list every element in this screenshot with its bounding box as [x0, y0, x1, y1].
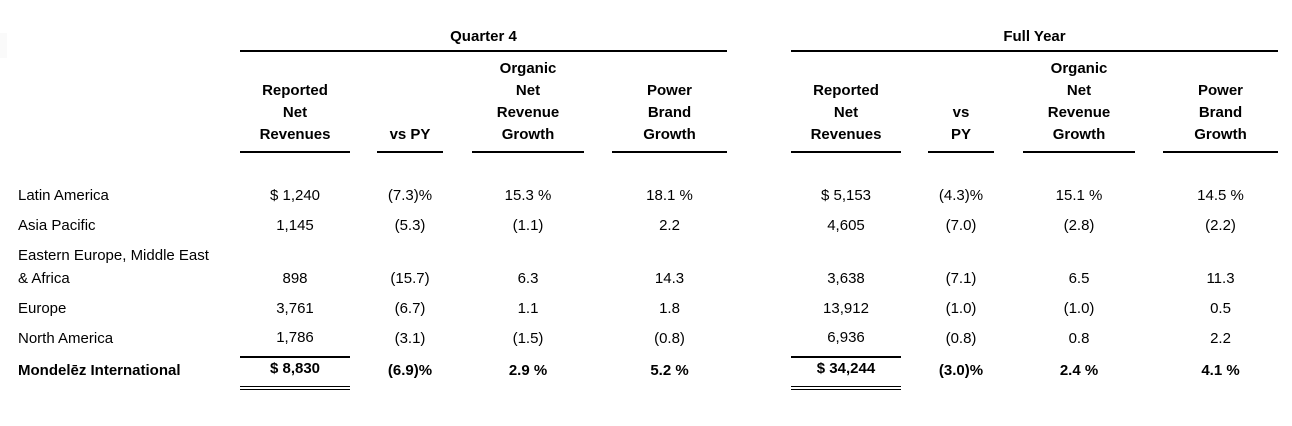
q4-reported-net-revenues-value: $ 1,240 — [269, 187, 321, 204]
fy-organic-growth-value: 15.1 % — [1055, 187, 1103, 204]
fy-power-brand-growth-value: 2.2 — [1210, 330, 1231, 347]
q4-total-vs-py: (6.9)% — [387, 362, 433, 379]
region-header-spacer — [18, 51, 240, 152]
q4-total-organic-growth: 2.9 % — [508, 362, 548, 379]
fy-organic-growth-value: (2.8) — [1063, 217, 1095, 234]
q4-organic-growth-value: (1.1) — [512, 217, 544, 234]
fy-vs-py-value: (4.3)% — [938, 187, 984, 204]
q4-reported-net-revenues-value: 3,761 — [276, 300, 314, 317]
fy-total-organic-growth: 2.4 % — [1059, 362, 1099, 379]
q4-organic-growth-value: (1.5) — [512, 330, 544, 347]
total-row: Mondelēz International $ 8,830 (6.9)% 2.… — [18, 357, 1278, 390]
q4-header-reported-net-revenues: Reported Net Revenues — [240, 51, 350, 153]
fy-header-power-brand-growth: Power Brand Growth — [1163, 51, 1278, 153]
gap — [584, 51, 612, 152]
table-row: Europe 3,761 (6.7) 1.1 1.8 13,912 (1.0) … — [18, 297, 1278, 327]
fy-power-brand-growth-value: 0.5 — [1210, 300, 1231, 317]
q4-power-brand-growth-value: 14.3 — [654, 270, 685, 287]
fy-reported-net-revenues-value: 3,638 — [827, 270, 865, 287]
gap — [994, 51, 1023, 152]
q4-header-organic-net-revenue-growth: Organic Net Revenue Growth — [472, 51, 584, 153]
fy-total-vs-py: (3.0)% — [938, 362, 984, 379]
q4-vs-py-value: (6.7) — [394, 300, 426, 317]
column-header-row: Reported Net Revenues vs PY Organic Net … — [18, 51, 1278, 153]
fy-vs-py-value: (0.8) — [945, 330, 977, 347]
gap — [350, 51, 377, 152]
fy-organic-growth-value: (1.0) — [1063, 300, 1095, 317]
region-label: Latin America — [18, 187, 109, 204]
fy-organic-growth-value: 6.5 — [1068, 270, 1090, 287]
edge-artifact — [0, 33, 7, 58]
table-row: Eastern Europe, Middle East & Africa 898… — [18, 244, 1278, 297]
fy-reported-net-revenues-value: 4,605 — [827, 217, 865, 234]
q4-reported-net-revenues-value: 1,786 — [240, 327, 350, 358]
fy-vs-py-value: (1.0) — [945, 300, 977, 317]
q4-reported-net-revenues-value: 1,145 — [276, 217, 314, 234]
q4-header-power-brand-growth: Power Brand Growth — [612, 51, 727, 153]
section-gap — [727, 26, 791, 51]
section-title-quarter4: Quarter 4 — [240, 26, 727, 52]
q4-power-brand-growth-value: 2.2 — [659, 217, 680, 234]
q4-organic-growth-value: 6.3 — [517, 270, 539, 287]
q4-total-power-brand-growth: 5.2 % — [650, 362, 689, 379]
total-region-label: Mondelēz International — [18, 362, 181, 379]
q4-vs-py-value: (3.1) — [394, 330, 426, 347]
q4-vs-py-value: (5.3) — [394, 217, 426, 234]
corner-spacer — [18, 26, 240, 51]
q4-vs-py-value: (15.7) — [390, 270, 430, 287]
fy-reported-net-revenues-value: 6,936 — [791, 327, 901, 358]
fy-total-power-brand-growth: 4.1 % — [1201, 362, 1240, 379]
gap — [443, 51, 472, 152]
fy-power-brand-growth-value: 14.5 % — [1197, 187, 1244, 204]
section-title-fullyear: Full Year — [791, 26, 1278, 52]
region-label: Europe — [18, 300, 67, 317]
section-title-row: Quarter 4 Full Year — [18, 26, 1278, 52]
q4-power-brand-growth-value: 18.1 % — [646, 187, 693, 204]
q4-organic-growth-value: 1.1 — [517, 300, 539, 317]
region-label: Asia Pacific — [18, 217, 96, 234]
fy-vs-py-value: (7.1) — [945, 270, 977, 287]
q4-header-vs-py: vs PY — [377, 51, 443, 153]
region-label: North America — [18, 330, 114, 347]
regional-revenue-table: Quarter 4 Full Year Reported Net Revenue… — [18, 26, 1278, 390]
fy-vs-py-value: (7.0) — [945, 217, 977, 234]
region-label: Eastern Europe, Middle East & Africa — [18, 247, 209, 287]
fy-header-reported-net-revenues: Reported Net Revenues — [791, 51, 901, 153]
table-row: Asia Pacific 1,145 (5.3) (1.1) 2.2 4,605… — [18, 214, 1278, 244]
fy-reported-net-revenues-value: $ 5,153 — [820, 187, 872, 204]
fy-total-reported-net-revenues: $ 34,244 — [791, 357, 901, 390]
table-row: North America 1,786 (3.1) (1.5) (0.8) 6,… — [18, 327, 1278, 358]
gap — [901, 51, 928, 152]
gap — [1135, 51, 1163, 152]
table-row: Latin America $ 1,240 (7.3)% 15.3 % 18.1… — [18, 184, 1278, 214]
fy-header-organic-net-revenue-growth: Organic Net Revenue Growth — [1023, 51, 1135, 153]
financial-table-sheet: Quarter 4 Full Year Reported Net Revenue… — [18, 26, 1278, 390]
header-body-spacer — [18, 152, 1278, 184]
q4-total-reported-net-revenues: $ 8,830 — [240, 357, 350, 390]
fy-header-vs-py: vs PY — [928, 51, 994, 153]
q4-organic-growth-value: 15.3 % — [504, 187, 552, 204]
q4-power-brand-growth-value: (0.8) — [654, 330, 685, 347]
q4-power-brand-growth-value: 1.8 — [659, 300, 680, 317]
fy-organic-growth-value: 0.8 — [1068, 330, 1090, 347]
fy-power-brand-growth-value: 11.3 — [1206, 270, 1235, 287]
section-gap — [727, 51, 791, 152]
fy-reported-net-revenues-value: 13,912 — [823, 300, 869, 317]
q4-reported-net-revenues-value: 898 — [282, 270, 308, 287]
q4-vs-py-value: (7.3)% — [387, 187, 433, 204]
fy-power-brand-growth-value: (2.2) — [1205, 217, 1236, 234]
